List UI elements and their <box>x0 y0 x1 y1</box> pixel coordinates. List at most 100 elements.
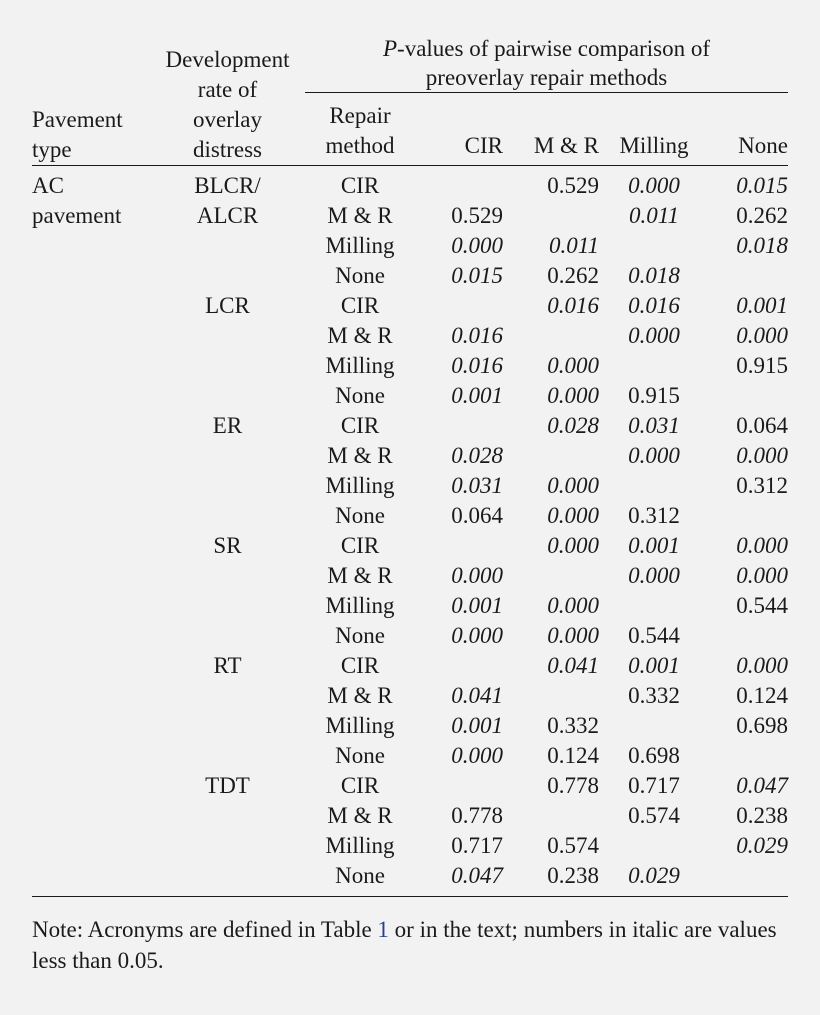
empty-cell <box>150 501 305 531</box>
pvalue-cell: 0.915 <box>736 353 788 378</box>
pvalue-cell <box>415 531 503 561</box>
pvalue-cell: 0.064 <box>451 503 503 528</box>
empty-cell <box>150 861 305 897</box>
pvalue-cell: 0.915 <box>628 383 680 408</box>
pvalue-cell <box>599 231 709 261</box>
pvalue-cell <box>415 771 503 801</box>
development-rate-cell: BLCR/ALCR <box>194 173 261 228</box>
repair-method-cell: Milling <box>325 233 395 258</box>
development-rate-cell: ER <box>212 413 243 438</box>
pavement-type-header: Pavement type <box>32 107 123 162</box>
table-row: M & R 0.000 0.000 0.000 <box>32 561 788 591</box>
empty-cell <box>150 441 305 471</box>
pvalue-cell: 0.312 <box>736 473 788 498</box>
pvalue-cell: 0.000 <box>547 383 599 408</box>
pvalue-cell: 0.124 <box>547 743 599 768</box>
repair-method-cell: CIR <box>340 653 380 678</box>
development-rate-header: Development rate of overlay distress <box>165 47 290 162</box>
empty-cell <box>32 261 150 291</box>
pvalues-group-header: P-values of pairwise comparison of preove… <box>305 14 788 93</box>
pvalue-cell <box>415 411 503 441</box>
empty-cell <box>150 471 305 501</box>
development-rate-cell: RT <box>213 653 242 678</box>
pvalue-cell: 0.000 <box>547 473 599 498</box>
repair-method-cell: CIR <box>340 413 380 438</box>
table-row: Milling 0.001 0.000 0.544 <box>32 591 788 621</box>
pvalue-cell: 0.238 <box>503 861 599 897</box>
pvalue-cell: 0.000 <box>628 443 680 468</box>
pvalue-cell <box>599 351 709 381</box>
pvalue-cell: 0.124 <box>736 683 788 708</box>
empty-cell <box>32 771 150 801</box>
pvalue-cell <box>503 441 599 471</box>
table-row: M & R 0.028 0.000 0.000 <box>32 441 788 471</box>
column-header-m-and-r: M & R <box>533 133 599 158</box>
table-row: SR CIR 0.000 0.001 0.000 <box>32 531 788 561</box>
empty-cell <box>32 531 150 561</box>
empty-cell <box>32 441 150 471</box>
repair-method-cell: M & R <box>327 683 393 708</box>
development-rate-cell: TDT <box>205 773 250 798</box>
table-header: Pavement type Development rate of overlay di… <box>32 14 788 166</box>
repair-method-cell: None <box>335 263 385 288</box>
pvalue-cell: 0.001 <box>451 383 503 408</box>
table-row: Milling 0.001 0.332 0.698 <box>32 711 788 741</box>
empty-cell <box>32 501 150 531</box>
empty-cell <box>150 831 305 861</box>
pvalue-cell <box>709 621 788 651</box>
pvalue-cell: 0.332 <box>628 683 680 708</box>
pvalue-cell <box>709 261 788 291</box>
pvalue-cell: 0.016 <box>628 293 680 318</box>
empty-cell <box>150 381 305 411</box>
repair-method-cell: M & R <box>327 803 393 828</box>
pvalue-cell: 0.544 <box>628 623 680 648</box>
repair-method-cell: None <box>305 861 415 897</box>
pvalue-cell: 0.011 <box>548 233 599 258</box>
empty-cell <box>150 711 305 741</box>
table-row: M & R 0.041 0.332 0.124 <box>32 681 788 711</box>
empty-cell <box>32 381 150 411</box>
repair-method-cell: CIR <box>340 173 380 198</box>
pvalue-cell: 0.047 <box>736 773 788 798</box>
pvalue-cell <box>599 831 709 861</box>
pvalue-cell: 0.001 <box>451 713 503 738</box>
empty-cell <box>32 231 150 261</box>
pvalue-cell: 0.000 <box>547 353 599 378</box>
repair-method-cell: Milling <box>325 833 395 858</box>
pvalue-cell: 0.000 <box>451 743 503 768</box>
pvalue-cell: 0.000 <box>736 533 788 558</box>
empty-cell <box>150 351 305 381</box>
repair-method-cell: None <box>335 743 385 768</box>
table-row: AC pavement BLCR/ALCR CIR 0.529 0.000 0.015 <box>32 166 788 228</box>
pvalue-cell: 0.031 <box>628 413 680 438</box>
repair-method-cell: Milling <box>325 713 395 738</box>
pvalue-cell: 0.717 <box>628 773 680 798</box>
pvalue-cell: 0.047 <box>415 861 503 897</box>
repair-method-cell: Milling <box>325 353 395 378</box>
empty-cell <box>32 621 150 651</box>
pvalue-cell <box>503 561 599 591</box>
table-note: Note: Acronyms are defined in Table 1 or… <box>32 917 777 973</box>
pvalue-cell: 0.529 <box>451 203 503 228</box>
empty-cell <box>150 231 305 261</box>
table-row: M & R 0.016 0.000 0.000 <box>32 321 788 351</box>
pvalue-cell: 0.574 <box>547 833 599 858</box>
pvalue-cell: 0.041 <box>451 683 503 708</box>
empty-cell <box>32 351 150 381</box>
repair-method-cell: M & R <box>327 563 393 588</box>
table-row: Milling 0.016 0.000 0.915 <box>32 351 788 381</box>
pvalue-cell: 0.000 <box>547 623 599 648</box>
pvalue-cell: 0.000 <box>628 323 680 348</box>
repair-method-cell: Milling <box>325 473 395 498</box>
pvalue-cell: 0.574 <box>628 803 680 828</box>
pvalue-cell: 0.001 <box>628 533 680 558</box>
pvalue-cell <box>599 471 709 501</box>
table-body: AC pavement BLCR/ALCR CIR 0.529 0.000 0.015 M &… <box>32 166 788 897</box>
pvalue-cell <box>709 741 788 771</box>
pvalue-cell: 0.698 <box>736 713 788 738</box>
pvalue-cell: 0.018 <box>736 233 788 258</box>
empty-cell <box>32 831 150 861</box>
development-rate-cell: SR <box>213 533 242 558</box>
table-reference-link[interactable]: 1 <box>377 917 389 942</box>
column-header-cir: CIR <box>464 133 503 158</box>
